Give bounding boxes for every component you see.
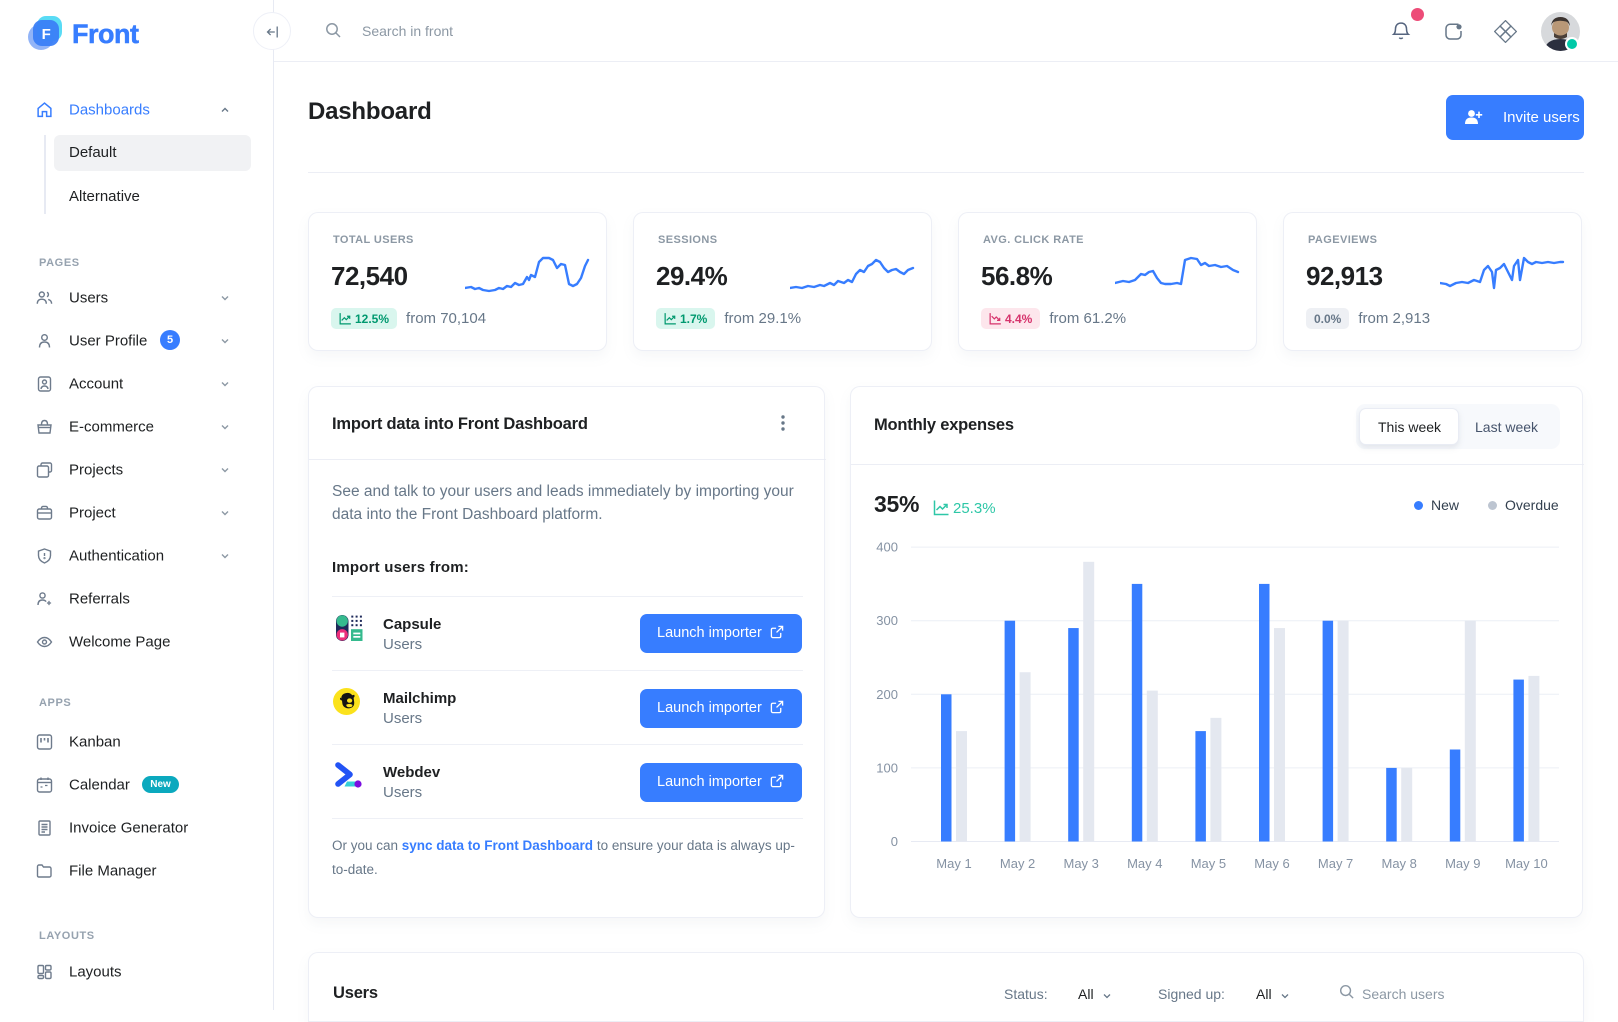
svg-text:100: 100 — [876, 760, 898, 775]
svg-text:May 8: May 8 — [1381, 856, 1416, 871]
svg-text:May 1: May 1 — [936, 856, 971, 871]
svg-text:400: 400 — [876, 540, 898, 555]
svg-text:May 3: May 3 — [1063, 856, 1098, 871]
svg-text:May 2: May 2 — [1000, 856, 1035, 871]
svg-text:0: 0 — [891, 834, 898, 849]
svg-text:May 4: May 4 — [1127, 856, 1162, 871]
svg-text:May 5: May 5 — [1191, 856, 1226, 871]
svg-text:May 7: May 7 — [1318, 856, 1353, 871]
svg-text:300: 300 — [876, 613, 898, 628]
svg-text:May 9: May 9 — [1445, 856, 1480, 871]
svg-text:F: F — [42, 26, 51, 43]
svg-text:200: 200 — [876, 687, 898, 702]
svg-text:May 6: May 6 — [1254, 856, 1289, 871]
svg-text:May 10: May 10 — [1505, 856, 1548, 871]
